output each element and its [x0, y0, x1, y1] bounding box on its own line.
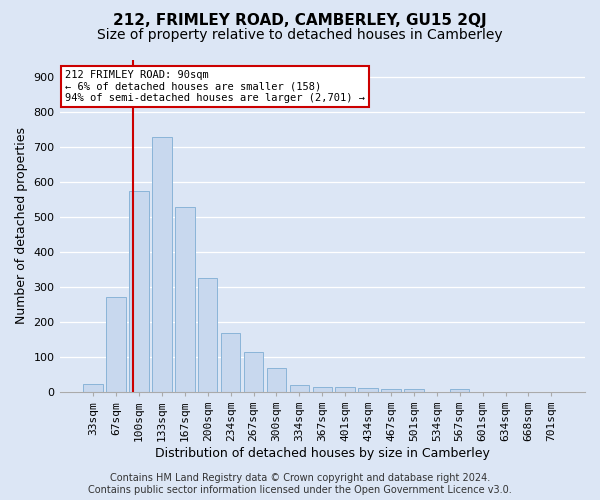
- Text: Contains HM Land Registry data © Crown copyright and database right 2024.
Contai: Contains HM Land Registry data © Crown c…: [88, 474, 512, 495]
- Text: 212, FRIMLEY ROAD, CAMBERLEY, GU15 2QJ: 212, FRIMLEY ROAD, CAMBERLEY, GU15 2QJ: [113, 12, 487, 28]
- Bar: [404, 389, 424, 392]
- Bar: [129, 191, 149, 392]
- Bar: [198, 278, 217, 392]
- Bar: [358, 388, 378, 392]
- Bar: [244, 352, 263, 392]
- Bar: [290, 385, 309, 392]
- Text: 212 FRIMLEY ROAD: 90sqm
← 6% of detached houses are smaller (158)
94% of semi-de: 212 FRIMLEY ROAD: 90sqm ← 6% of detached…: [65, 70, 365, 103]
- Bar: [381, 389, 401, 392]
- Text: Size of property relative to detached houses in Camberley: Size of property relative to detached ho…: [97, 28, 503, 42]
- Bar: [83, 384, 103, 392]
- Bar: [106, 297, 126, 392]
- Bar: [313, 386, 332, 392]
- Bar: [152, 137, 172, 392]
- Bar: [221, 332, 241, 392]
- Bar: [450, 389, 469, 392]
- X-axis label: Distribution of detached houses by size in Camberley: Distribution of detached houses by size …: [155, 447, 490, 460]
- Bar: [175, 208, 194, 392]
- Y-axis label: Number of detached properties: Number of detached properties: [15, 128, 28, 324]
- Bar: [267, 368, 286, 392]
- Bar: [335, 388, 355, 392]
